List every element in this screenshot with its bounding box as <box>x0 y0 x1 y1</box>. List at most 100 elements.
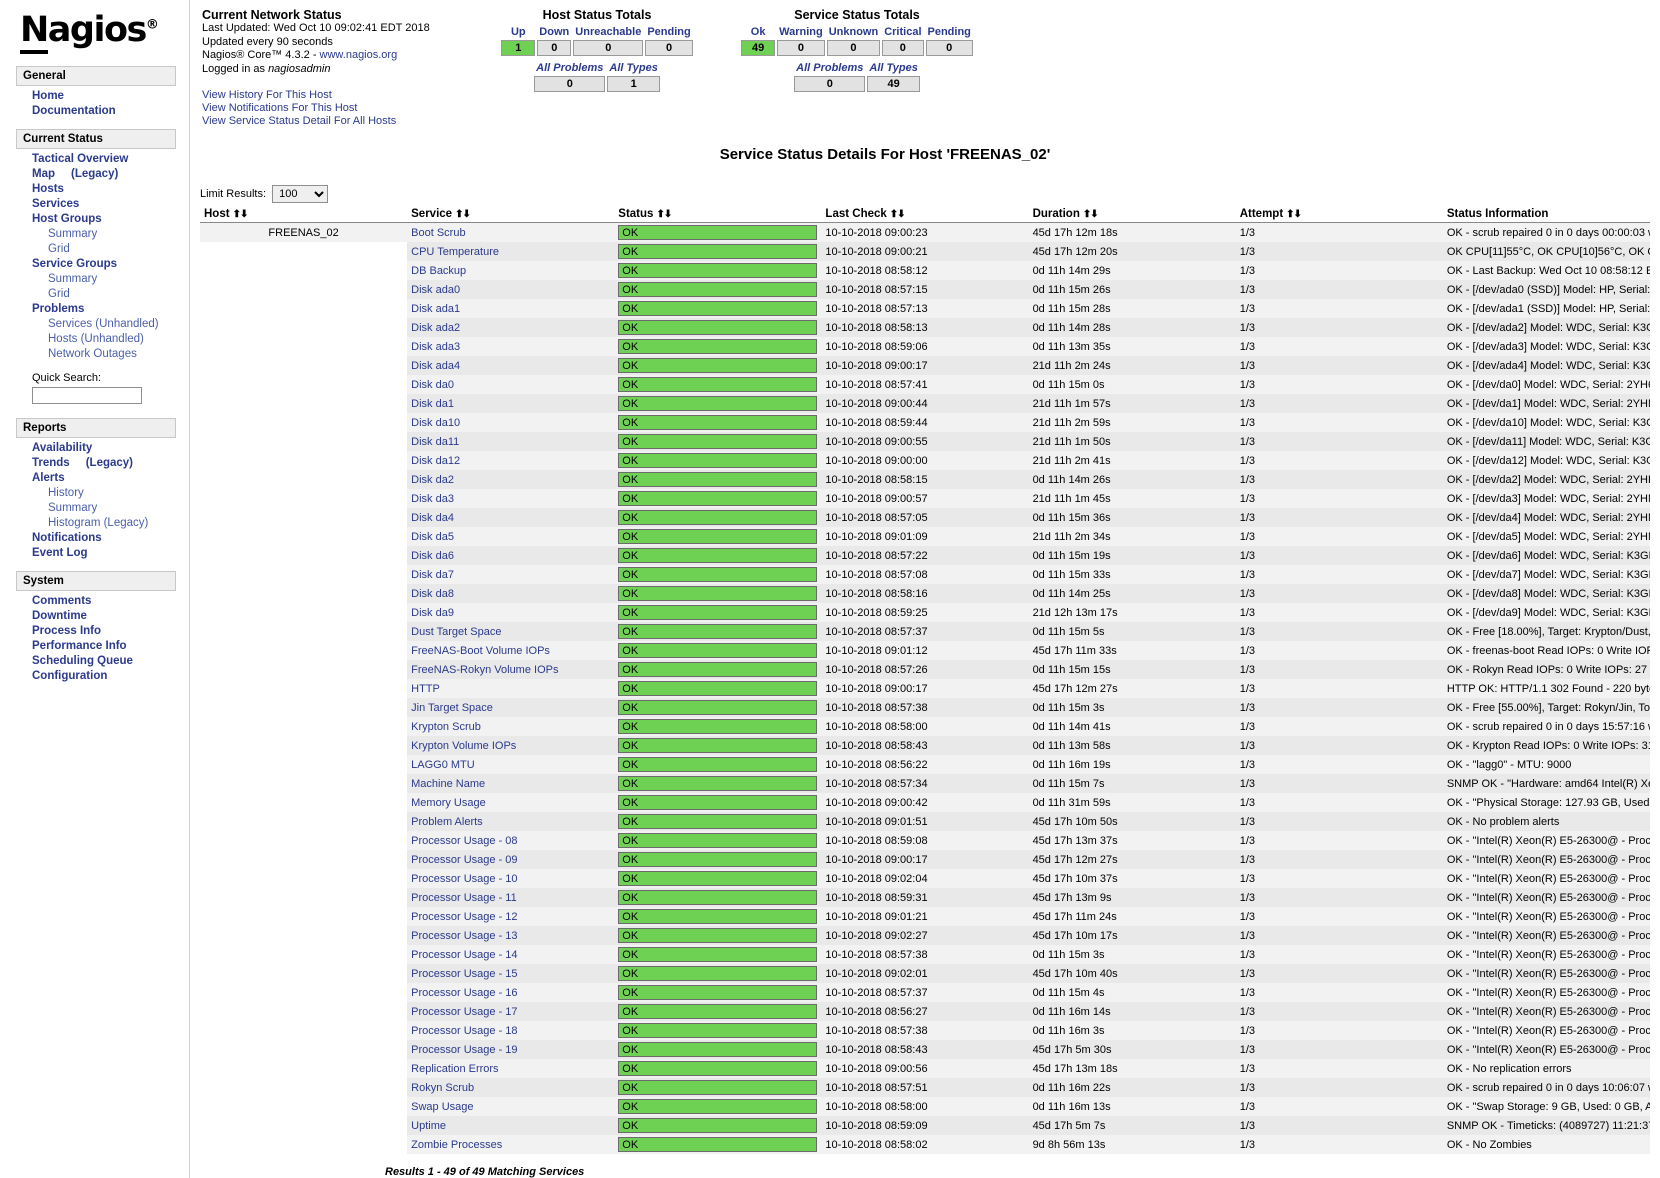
cell-service[interactable]: Processor Usage - 17 <box>407 1002 615 1021</box>
cell-service[interactable]: Processor Usage - 18 <box>407 1021 615 1040</box>
host-link-2[interactable]: View Service Status Detail For All Hosts <box>202 115 397 127</box>
totals-value[interactable]: 1 <box>501 40 536 56</box>
host-name-link[interactable]: FREENAS_02 <box>268 226 339 239</box>
sidebar-item-hosts-unhandled[interactable]: Hosts (Unhandled) <box>16 332 189 347</box>
service-link[interactable]: Disk da8 <box>411 587 454 600</box>
totals-header[interactable]: Unreachable <box>575 26 642 38</box>
service-link[interactable]: Disk da4 <box>411 511 454 524</box>
cell-service[interactable]: Krypton Volume IOPs <box>407 736 615 755</box>
sidebar-item-label[interactable]: Alerts <box>32 472 65 484</box>
sidebar-item-trends[interactable]: Trends (Legacy) <box>16 456 189 471</box>
totals-value[interactable]: 0 <box>645 40 693 56</box>
cell-service[interactable]: Problem Alerts <box>407 812 615 831</box>
service-link[interactable]: Boot Scrub <box>411 226 466 239</box>
service-link[interactable]: Disk ada1 <box>411 302 461 315</box>
sidebar-item-label[interactable]: Summary <box>48 502 98 514</box>
service-link[interactable]: Disk ada2 <box>411 321 461 334</box>
service-link[interactable]: Disk ada0 <box>411 283 461 296</box>
service-link[interactable]: Problem Alerts <box>411 815 483 828</box>
sidebar-item-label[interactable]: Availability <box>32 442 93 454</box>
sidebar-item-label[interactable]: Process Info <box>32 625 102 637</box>
sidebar-item-scheduling-queue[interactable]: Scheduling Queue <box>16 654 189 669</box>
cell-service[interactable]: Disk da9 <box>407 603 615 622</box>
service-link[interactable]: CPU Temperature <box>411 245 499 258</box>
cell-service[interactable]: Disk da6 <box>407 546 615 565</box>
column-header-attempt[interactable]: Attempt ⬆⬇ <box>1235 207 1443 223</box>
cell-service[interactable]: Swap Usage <box>407 1097 615 1116</box>
service-link[interactable]: Processor Usage - 09 <box>411 853 518 866</box>
service-link[interactable]: Disk da3 <box>411 492 454 505</box>
service-link[interactable]: Disk ada4 <box>411 359 461 372</box>
service-link[interactable]: Uptime <box>411 1119 446 1132</box>
subtotals-header[interactable]: All Types <box>609 62 658 74</box>
totals-header[interactable]: Up <box>510 26 526 38</box>
service-link[interactable]: Processor Usage - 13 <box>411 929 518 942</box>
service-link[interactable]: Processor Usage - 10 <box>411 872 518 885</box>
sidebar-item-process-info[interactable]: Process Info <box>16 624 189 639</box>
service-link[interactable]: Disk da6 <box>411 549 454 562</box>
sidebar-item-label[interactable]: Configuration <box>32 670 108 682</box>
totals-value[interactable]: 0 <box>882 40 924 56</box>
totals-header[interactable]: Warning <box>779 26 823 38</box>
subtotals-header[interactable]: All Problems <box>796 62 864 74</box>
subtotals-value[interactable]: 0 <box>534 76 606 92</box>
cell-service[interactable]: Processor Usage - 09 <box>407 850 615 869</box>
sort-arrows-icon[interactable]: ⬆⬇ <box>1286 209 1302 220</box>
service-link[interactable]: Replication Errors <box>411 1062 499 1075</box>
service-link[interactable]: Krypton Volume IOPs <box>411 739 517 752</box>
sidebar-item-label[interactable]: Grid <box>48 243 70 255</box>
cell-service[interactable]: CPU Temperature <box>407 242 615 261</box>
service-link[interactable]: Swap Usage <box>411 1100 474 1113</box>
service-link[interactable]: Disk ada3 <box>411 340 461 353</box>
totals-value[interactable]: 0 <box>826 40 881 56</box>
sidebar-item-summary[interactable]: Summary <box>16 501 189 516</box>
totals-header[interactable]: Pending <box>927 26 971 38</box>
sidebar-item-availability[interactable]: Availability <box>16 441 189 456</box>
service-link[interactable]: Disk da11 <box>411 435 460 448</box>
cell-service[interactable]: FreeNAS-Boot Volume IOPs <box>407 641 615 660</box>
host-link-0[interactable]: View History For This Host <box>202 89 332 101</box>
sidebar-item-label[interactable]: Comments <box>32 595 92 607</box>
totals-value[interactable]: 49 <box>741 40 776 56</box>
service-link[interactable]: FreeNAS-Boot Volume IOPs <box>411 644 550 657</box>
service-link[interactable]: Jin Target Space <box>411 701 493 714</box>
service-link[interactable]: Processor Usage - 08 <box>411 834 518 847</box>
sidebar-item-alerts[interactable]: Alerts <box>16 471 189 486</box>
sidebar-item-history[interactable]: History <box>16 486 189 501</box>
cell-service[interactable]: Replication Errors <box>407 1059 615 1078</box>
totals-header[interactable]: Critical <box>884 26 922 38</box>
sidebar-item-label[interactable]: Scheduling Queue <box>32 655 133 667</box>
sidebar-item-home[interactable]: Home <box>16 89 189 104</box>
totals-value[interactable]: 0 <box>777 40 825 56</box>
cell-service[interactable]: Processor Usage - 19 <box>407 1040 615 1059</box>
sidebar-item-histogram-legacy[interactable]: Histogram (Legacy) <box>16 516 189 531</box>
service-link[interactable]: Processor Usage - 17 <box>411 1005 518 1018</box>
service-link[interactable]: Disk da0 <box>411 378 454 391</box>
sidebar-item-label[interactable]: Hosts (Unhandled) <box>48 333 144 345</box>
sort-arrows-icon[interactable]: ⬆⬇ <box>1082 209 1099 220</box>
totals-header[interactable]: Pending <box>647 26 691 38</box>
sidebar-item-label[interactable]: Problems <box>32 303 85 315</box>
sidebar-item-downtime[interactable]: Downtime <box>16 609 189 624</box>
sidebar-item-label[interactable]: Service Groups <box>32 258 118 270</box>
sidebar-item-notifications[interactable]: Notifications <box>16 531 189 546</box>
sidebar-item-label[interactable]: Tactical Overview <box>32 153 129 165</box>
cell-service[interactable]: Disk da4 <box>407 508 615 527</box>
sort-arrows-icon[interactable]: ⬆⬇ <box>232 209 249 220</box>
cell-service[interactable]: Memory Usage <box>407 793 615 812</box>
sidebar-item-summary[interactable]: Summary <box>16 227 189 242</box>
subtotals-header[interactable]: All Types <box>869 62 918 74</box>
cell-service[interactable]: Disk da0 <box>407 375 615 394</box>
sidebar-item-grid[interactable]: Grid <box>16 242 189 257</box>
cell-service[interactable]: Disk da7 <box>407 565 615 584</box>
service-link[interactable]: Disk da1 <box>411 397 454 410</box>
sidebar-item-label[interactable]: Notifications <box>32 532 102 544</box>
sidebar-item-label[interactable]: Downtime <box>32 610 87 622</box>
sidebar-item-problems[interactable]: Problems <box>16 302 189 317</box>
sidebar-item-summary[interactable]: Summary <box>16 272 189 287</box>
cell-service[interactable]: Processor Usage - 13 <box>407 926 615 945</box>
cell-service[interactable]: Machine Name <box>407 774 615 793</box>
sidebar-item-legacy-suffix[interactable]: (Legacy) <box>71 168 119 180</box>
cell-service[interactable]: Disk da3 <box>407 489 615 508</box>
cell-service[interactable]: Rokyn Scrub <box>407 1078 615 1097</box>
